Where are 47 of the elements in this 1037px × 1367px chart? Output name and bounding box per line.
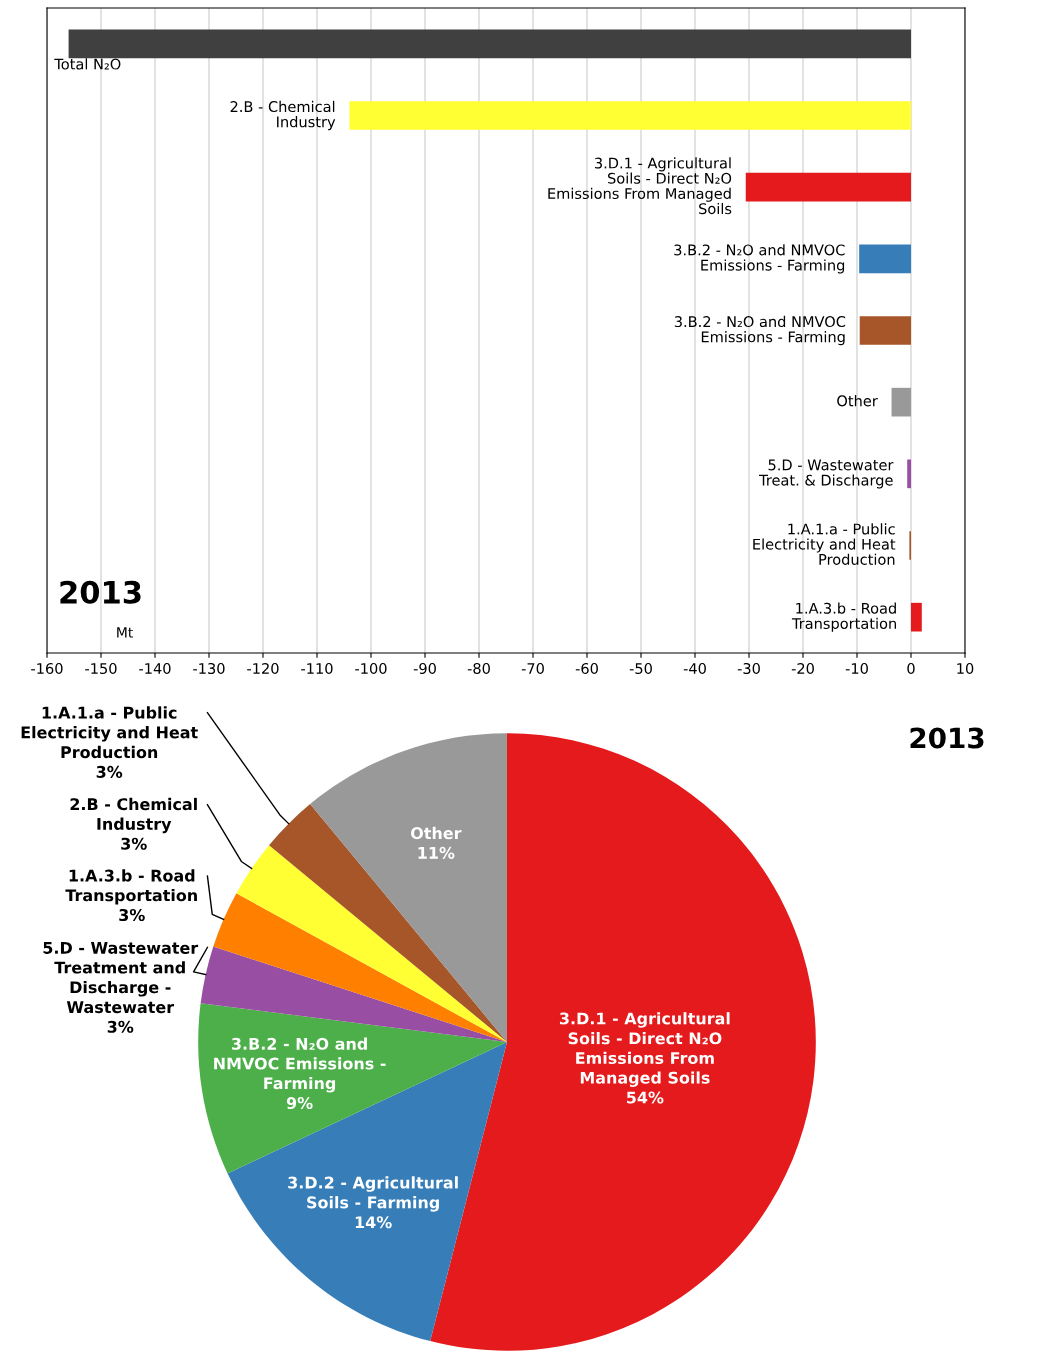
- x-tick-label: -50: [629, 662, 652, 675]
- data-label: 3%: [107, 1020, 134, 1033]
- data-label: 3%: [96, 765, 123, 778]
- x-tick-label: 10: [957, 662, 974, 675]
- annotation: 2013: [60, 580, 141, 604]
- category-label: Total N₂O: [54, 58, 121, 70]
- slice-label: 5.D - Wastewater Treatment and Discharge - Wastewater: [43, 942, 199, 1014]
- category-label: 1.A.1.a - Public Electricity and Heat Production: [753, 523, 896, 565]
- x-tick-label: -60: [575, 662, 598, 675]
- slice-label: 3.D.2 - Agricultural Soils - Farming: [288, 1176, 458, 1212]
- slice-label: 3.D.1 - Agricultural Soils - Direct N₂O Emissions From Managed Soils: [559, 1012, 730, 1087]
- x-tick-label: -160: [31, 662, 63, 675]
- x-tick-label: -40: [683, 662, 706, 675]
- x-tick-label: -70: [521, 662, 544, 675]
- data-label: 3%: [121, 837, 147, 850]
- x-tick-label: -120: [247, 662, 279, 675]
- category-label: 5.D - Wastewater Treat. & Discharge: [759, 459, 894, 489]
- slice-label: 2.B - Chemical Industry: [70, 797, 197, 834]
- annotation: Mt: [117, 627, 133, 638]
- data-label: 54%: [626, 1091, 664, 1104]
- category-label: 3.D.1 - Agricultural Soils - Direct N₂O Emissions From Managed Soils: [548, 157, 732, 215]
- category-label: 1.A.3.b - Road Transportation: [791, 602, 896, 632]
- x-tick-label: -90: [413, 662, 436, 675]
- x-tick-label: -80: [467, 662, 490, 675]
- slice-label: 1.A.3.b - Road Transportation: [65, 869, 197, 905]
- pie-slice: [198, 1003, 507, 1174]
- x-tick-label: -130: [193, 662, 225, 675]
- x-tick-label: -150: [85, 662, 117, 675]
- slice-label: Other: [411, 826, 462, 840]
- x-tick-label: -110: [301, 662, 333, 675]
- x-tick-label: 0: [907, 662, 915, 675]
- data-label: 3%: [119, 908, 145, 922]
- data-label: 14%: [355, 1216, 392, 1229]
- category-label: 3.B.2 - N₂O and NMVOC Emissions - Farming: [674, 244, 845, 274]
- x-tick-label: -20: [791, 662, 814, 675]
- data-label: 11%: [418, 846, 455, 859]
- x-tick-label: -100: [355, 662, 387, 675]
- category-label: 3.B.2 - N₂O and NMVOC Emissions - Farming: [674, 315, 846, 346]
- slice-label: 1.A.1.a - Public Electricity and Heat Production: [21, 706, 198, 759]
- text: 2013: [910, 727, 984, 749]
- x-tick-label: -30: [737, 662, 760, 675]
- slice-label: 3.B.2 - N₂O and NMVOC Emissions - Farming: [214, 1037, 386, 1093]
- x-tick-label: -10: [845, 662, 868, 675]
- x-tick-label: -140: [139, 662, 171, 675]
- category-label: 2.B - Chemical Industry: [230, 100, 336, 131]
- category-label: Other: [837, 395, 878, 407]
- data-label: 9%: [286, 1097, 313, 1110]
